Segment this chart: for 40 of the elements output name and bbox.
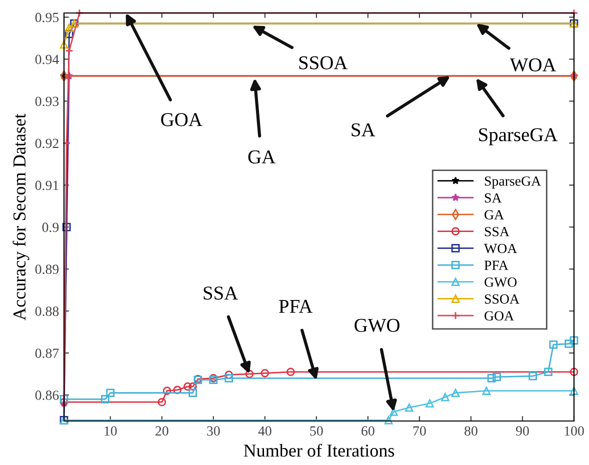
annotation: SA — [352, 123, 376, 136]
y-tick-label: 0.95 — [35, 12, 59, 22]
annotation: WOA — [510, 58, 556, 72]
y-tick-label: 0.91 — [35, 180, 58, 190]
y-tick-label: 0.93 — [35, 96, 59, 106]
x-tick-label: 50 — [310, 426, 323, 436]
y-axis-title: Accuracy for Secom Dataset — [12, 114, 30, 320]
annotation: SSOA — [299, 56, 348, 70]
legend-label: GOA — [484, 311, 514, 321]
legend-label: SparseGA — [484, 176, 541, 189]
y-tick-label: 0.94 — [35, 54, 59, 64]
legend-label: PFA — [484, 260, 508, 270]
legend-label: GA — [484, 210, 504, 220]
x-tick-label: 40 — [258, 426, 272, 436]
x-tick-label: 60 — [362, 426, 374, 436]
annotation: SSA — [204, 286, 238, 300]
x-tick-label: 20 — [156, 426, 168, 436]
y-tick-label: 0.86 — [35, 390, 59, 400]
y-tick-label: 0.89 — [35, 264, 59, 274]
y-tick-label: 0.92 — [35, 138, 58, 148]
annotation: GOA — [161, 113, 202, 126]
annotation: GA — [248, 150, 276, 164]
x-tick-label: 30 — [207, 426, 220, 436]
x-tick-label: 100 — [564, 426, 584, 436]
x-tick-label: 80 — [464, 426, 478, 436]
legend-label: SSOA — [484, 294, 520, 304]
legend-label: SA — [484, 193, 502, 203]
annotation: SparseGA — [479, 128, 558, 146]
annotation: PFA — [279, 300, 313, 313]
x-tick-label: 70 — [413, 426, 426, 436]
y-tick-label: 0.9 — [42, 222, 59, 232]
legend-label: GWO — [484, 278, 517, 287]
annotation: GWO — [354, 318, 400, 332]
legend-label: WOA — [484, 244, 518, 254]
y-tick-label: 0.88 — [35, 306, 59, 316]
y-tick-label: 0.87 — [35, 348, 59, 358]
x-tick-label: 10 — [104, 426, 117, 436]
legend-label: SSA — [484, 226, 510, 236]
x-tick-label: 90 — [516, 426, 529, 436]
x-axis-title: Number of Iterations — [244, 444, 394, 457]
